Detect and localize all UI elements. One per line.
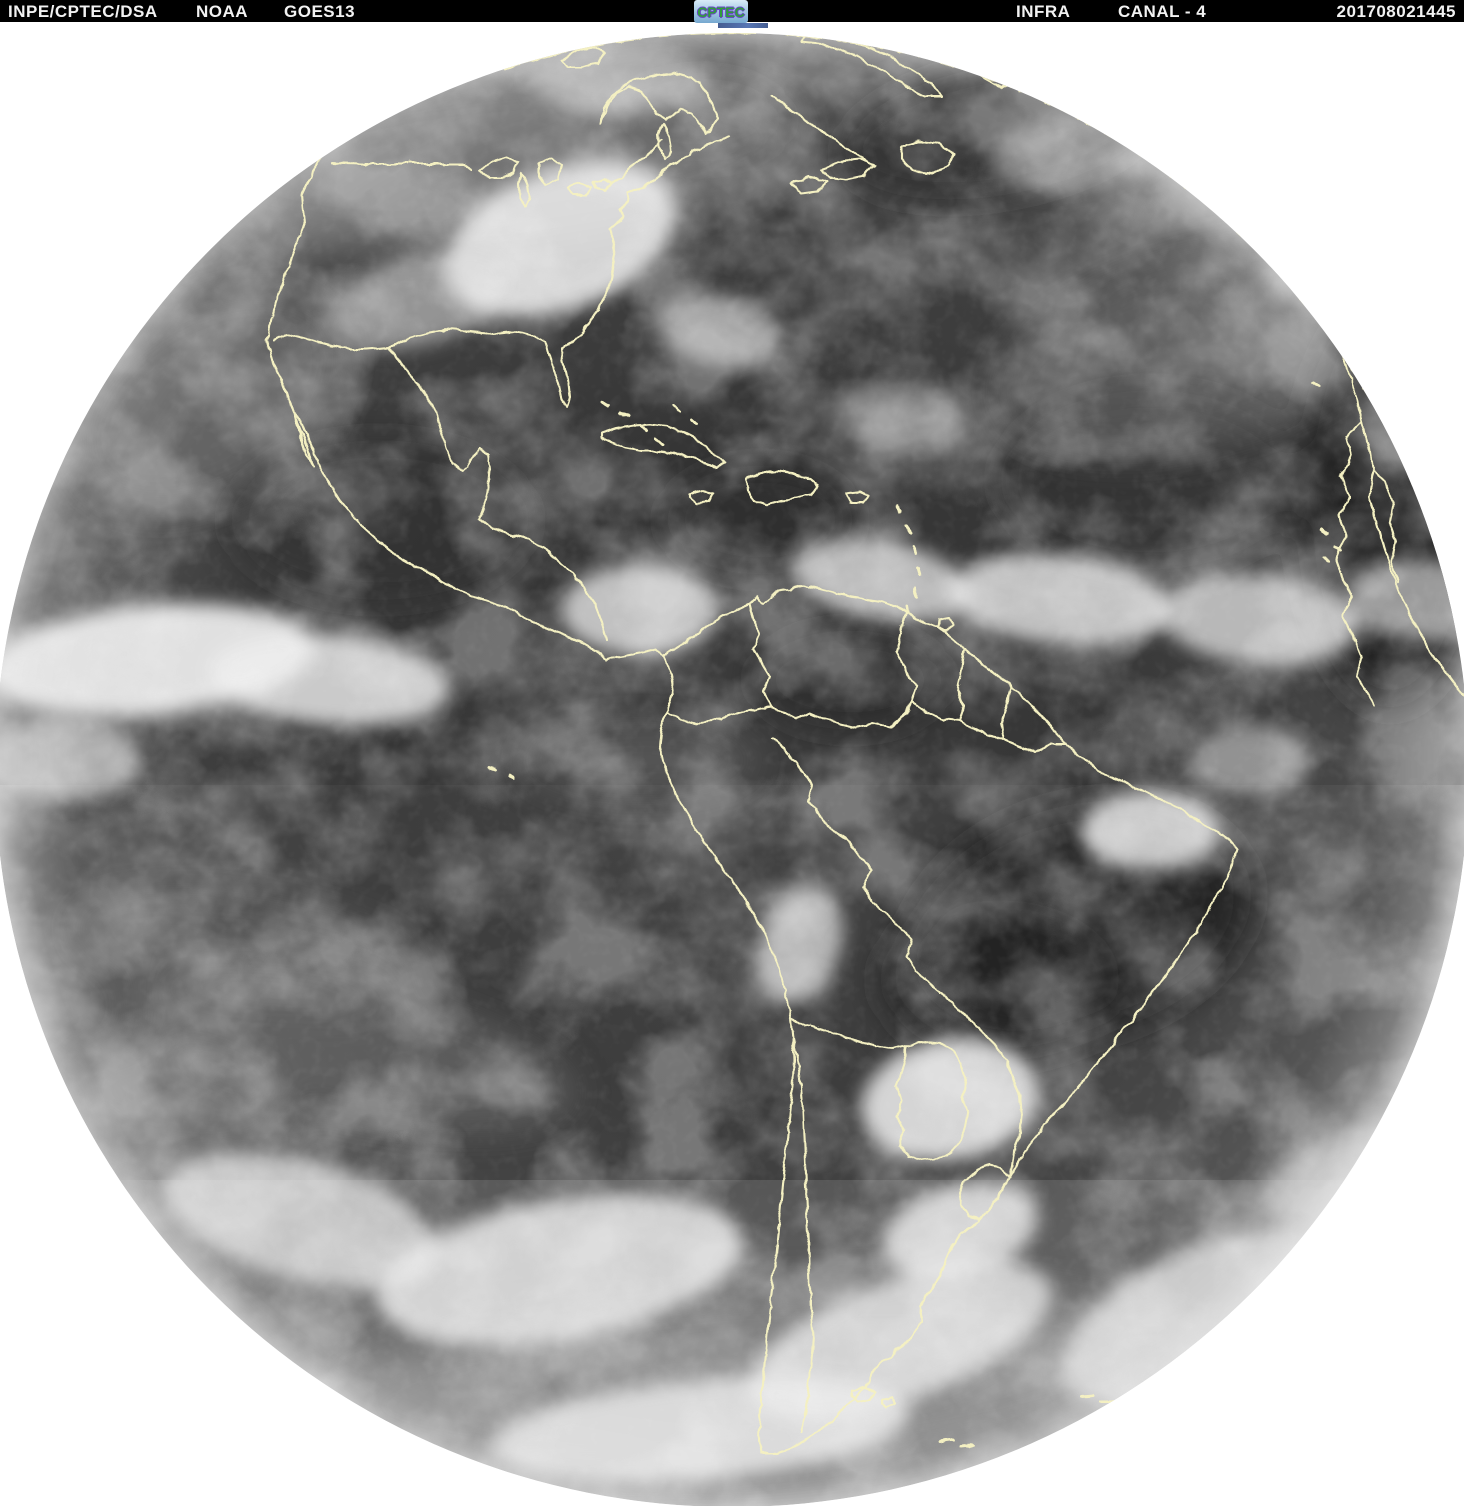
border-chile-argentina: [790, 1036, 814, 1432]
south-islands: [938, 1392, 1114, 1447]
hispaniola: [743, 468, 818, 505]
gulf-st-lawrence: [788, 156, 876, 194]
trinidad: [935, 614, 954, 632]
paraguay: [893, 1038, 970, 1162]
header-source-label: INPE/CPTEC/DSA: [8, 2, 158, 21]
puerto-rico: [843, 488, 870, 503]
border-africa-inner-1: [1333, 418, 1374, 707]
falkland-islands: [848, 1384, 896, 1409]
header-band-label: INFRA: [1016, 2, 1071, 21]
header-timestamp: 201708021445: [1336, 2, 1456, 21]
border-colombia-peru: [663, 703, 772, 724]
border-brazil-argentina: [940, 990, 1022, 1177]
coast-sa-west: [656, 653, 795, 1454]
border-peru-brazil-bolivia: [770, 736, 944, 994]
lesser-antilles: [893, 503, 920, 614]
border-us-mexico: [270, 331, 390, 350]
cptec-logo-text: CPTEC: [697, 3, 745, 20]
border-africa-inner-2: [1370, 468, 1399, 582]
cape-verde-islands: [1310, 380, 1342, 562]
hudson-bay: [598, 70, 719, 160]
jamaica: [686, 487, 714, 504]
header-agency-label: NOAA: [196, 2, 249, 21]
header-channel-label: CANAL - 4: [1118, 2, 1207, 21]
cptec-logo: CPTEC: [694, 0, 748, 23]
border-bolivia-argentina: [788, 1016, 907, 1050]
cptec-logo-tail: [718, 23, 768, 28]
header-satellite-label: GOES13: [284, 2, 356, 21]
coast-na-east: [386, 133, 730, 407]
border-venezuela-guyana: [893, 610, 917, 702]
border-guyana-suriname: [954, 646, 965, 722]
border-venezuela-brazil: [768, 698, 912, 728]
border-colombia-venezuela: [746, 600, 772, 707]
coast-na-west: [264, 110, 664, 662]
bahamas: [598, 398, 698, 445]
coast-sa-north-east: [660, 583, 1238, 1454]
newfoundland: [898, 138, 954, 174]
border-us-canada: [328, 160, 474, 170]
border-suriname-guiana: [998, 683, 1012, 740]
border-guianas-brazil: [908, 698, 1067, 754]
coast-gulf-mexico: [386, 344, 607, 642]
great-lakes: [478, 154, 614, 208]
coast-labrador: [768, 93, 870, 164]
border-st-lawrence: [610, 138, 662, 185]
galapagos: [486, 764, 514, 778]
cuba: [598, 421, 726, 468]
uruguay: [956, 1163, 1010, 1220]
